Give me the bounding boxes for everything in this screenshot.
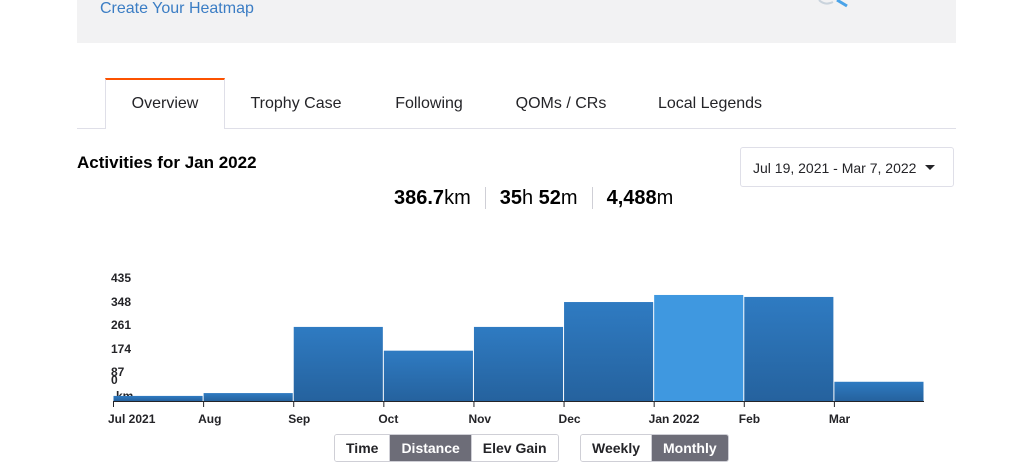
- x-tick-label: Jul 2021: [108, 412, 156, 426]
- x-tick-label: Oct: [378, 412, 398, 426]
- activity-stats: 386.7km 35h 52m 4,488m: [380, 186, 687, 210]
- x-tick-label: Dec: [559, 412, 581, 426]
- distance-button[interactable]: Distance: [389, 435, 471, 461]
- chart-bar[interactable]: [383, 350, 473, 401]
- elev-gain-button[interactable]: Elev Gain: [470, 435, 558, 461]
- y-tick-label: 174: [111, 342, 131, 356]
- heatmap-banner: Create Your Heatmap: [77, 0, 956, 43]
- heatmap-illustration-icon: [818, 0, 848, 8]
- monthly-distance-chart: 435348261174870kmJul 2021AugSepOctNovDec…: [0, 260, 1024, 430]
- distance-unit: km: [444, 186, 471, 209]
- tab-local-legends[interactable]: Local Legends: [657, 95, 763, 112]
- chart-bar[interactable]: [293, 326, 383, 401]
- metric-toggle: Time Distance Elev Gain: [334, 434, 559, 462]
- chart-bar[interactable]: [834, 381, 924, 401]
- elevation-value: 4,488: [606, 186, 657, 209]
- chart-bar[interactable]: [113, 395, 203, 401]
- weekly-button[interactable]: Weekly: [581, 435, 651, 461]
- x-tick-label: Mar: [829, 412, 851, 426]
- hours-value: 35: [499, 186, 522, 209]
- tab-trophy-case[interactable]: Trophy Case: [250, 95, 342, 112]
- chart-bar[interactable]: [564, 302, 654, 401]
- stat-divider: [484, 187, 486, 209]
- time-button[interactable]: Time: [335, 435, 390, 461]
- x-tick-label: Jan 2022: [649, 412, 700, 426]
- chart-bar[interactable]: [654, 294, 744, 401]
- chart-bar[interactable]: [203, 393, 293, 401]
- distance-stat: 386.7km: [380, 187, 485, 210]
- chart-canvas: 435348261174870kmJul 2021AugSepOctNovDec…: [108, 271, 924, 426]
- minutes-value: 52: [538, 186, 561, 209]
- date-range-select[interactable]: Jul 19, 2021 - Mar 7, 2022: [740, 147, 954, 187]
- y-tick-label: 435: [111, 271, 131, 285]
- chart-bar[interactable]: [744, 296, 834, 401]
- tab-following[interactable]: Following: [395, 95, 463, 112]
- tab-overview[interactable]: Overview: [105, 78, 225, 129]
- tab-qoms-crs[interactable]: QOMs / CRs: [515, 95, 607, 112]
- profile-tabs: Overview Trophy Case Following QOMs / CR…: [77, 78, 956, 129]
- activities-heading: Activities for Jan 2022: [77, 153, 257, 172]
- x-tick-label: Feb: [739, 412, 760, 426]
- y-tick-label: 348: [111, 295, 131, 309]
- y-tick-label: 261: [111, 318, 131, 332]
- create-heatmap-link[interactable]: Create Your Heatmap: [100, 0, 254, 17]
- x-tick-label: Aug: [198, 412, 221, 426]
- elevation-unit: m: [656, 186, 674, 209]
- elevation-stat: 4,488m: [593, 187, 688, 210]
- stat-divider: [591, 187, 593, 209]
- y-tick-label: 87: [111, 365, 125, 379]
- y-tick-label: 0: [111, 373, 118, 387]
- x-tick-label: Sep: [288, 412, 310, 426]
- distance-value: 386.7: [394, 186, 445, 209]
- minutes-unit: m: [560, 186, 578, 209]
- time-stat: 35h 52m: [486, 187, 592, 210]
- x-tick-label: Nov: [468, 412, 491, 426]
- chart-bar[interactable]: [473, 326, 564, 401]
- date-range-value: Jul 19, 2021 - Mar 7, 2022: [753, 160, 917, 176]
- hours-unit: h: [521, 186, 534, 209]
- monthly-button[interactable]: Monthly: [651, 435, 728, 461]
- period-toggle: Weekly Monthly: [580, 434, 729, 462]
- chevron-down-icon: [925, 165, 935, 170]
